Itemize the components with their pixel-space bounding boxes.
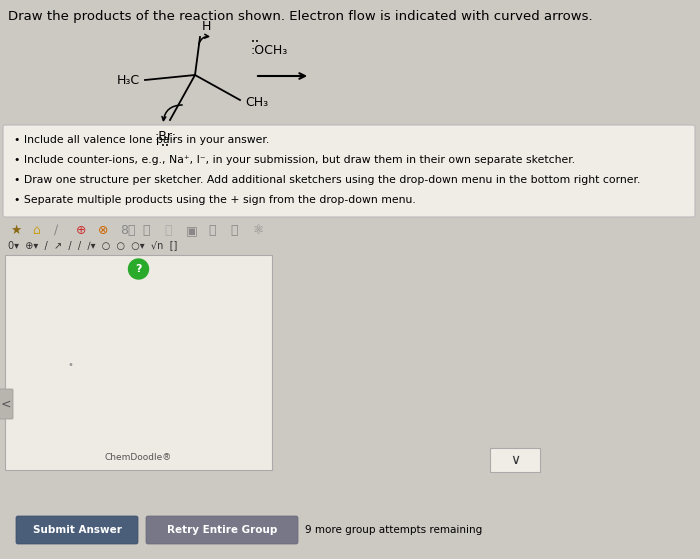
Text: • Draw one structure per sketcher. Add additional sketchers using the drop-down : • Draw one structure per sketcher. Add a… [14, 175, 640, 185]
Text: ∕: ∕ [54, 224, 58, 237]
Text: Draw the products of the reaction shown. Electron flow is indicated with curved : Draw the products of the reaction shown.… [8, 10, 593, 23]
Text: ▣: ▣ [186, 224, 197, 237]
Text: <: < [1, 397, 11, 410]
FancyArrowPatch shape [199, 34, 209, 44]
Text: :Br:: :Br: [154, 130, 176, 143]
Text: 0▾  ⊕▾  /  ↗  /  /  ∕▾  ○  ○  ○▾  √n  [⁠]: 0▾ ⊕▾ / ↗ / / ∕▾ ○ ○ ○▾ √n [⁠] [8, 240, 177, 250]
Text: ••: •• [161, 143, 169, 149]
FancyBboxPatch shape [0, 389, 13, 419]
Text: Submit Answer: Submit Answer [33, 525, 121, 535]
FancyBboxPatch shape [5, 255, 272, 470]
Text: • Include counter-ions, e.g., Na⁺, I⁻, in your submission, but draw them in thei: • Include counter-ions, e.g., Na⁺, I⁻, i… [14, 155, 575, 165]
FancyBboxPatch shape [3, 125, 695, 217]
Text: 9 more group attempts remaining: 9 more group attempts remaining [305, 525, 482, 535]
Text: ★: ★ [10, 224, 21, 237]
Text: ChemDoodle®: ChemDoodle® [105, 453, 172, 462]
FancyBboxPatch shape [490, 448, 540, 472]
FancyArrowPatch shape [162, 105, 182, 121]
Text: ⊕: ⊕ [76, 224, 87, 237]
Text: CH₃: CH₃ [245, 97, 268, 110]
Text: ⊗: ⊗ [98, 224, 108, 237]
Text: H₃C: H₃C [117, 73, 140, 87]
Text: ⚛: ⚛ [252, 224, 263, 237]
Text: ⌂: ⌂ [32, 224, 40, 237]
Text: :OCH₃: :OCH₃ [250, 44, 287, 56]
Circle shape [129, 259, 148, 279]
Text: ⌣: ⌣ [142, 224, 150, 237]
Text: ⌕: ⌕ [208, 224, 216, 237]
Text: ✨: ✨ [164, 224, 172, 237]
Text: • Separate multiple products using the + sign from the drop-down menu.: • Separate multiple products using the +… [14, 195, 416, 205]
FancyBboxPatch shape [146, 516, 298, 544]
Text: •: • [67, 360, 73, 370]
Text: • Include all valence lone pairs in your answer.: • Include all valence lone pairs in your… [14, 135, 270, 145]
Text: 8⦾: 8⦾ [120, 224, 136, 237]
Text: H: H [202, 20, 211, 33]
Text: ⌕: ⌕ [230, 224, 237, 237]
Text: ?: ? [135, 264, 141, 274]
Text: ∨: ∨ [510, 453, 520, 467]
FancyBboxPatch shape [16, 516, 138, 544]
Text: ••: •• [251, 39, 259, 45]
Text: Retry Entire Group: Retry Entire Group [167, 525, 277, 535]
